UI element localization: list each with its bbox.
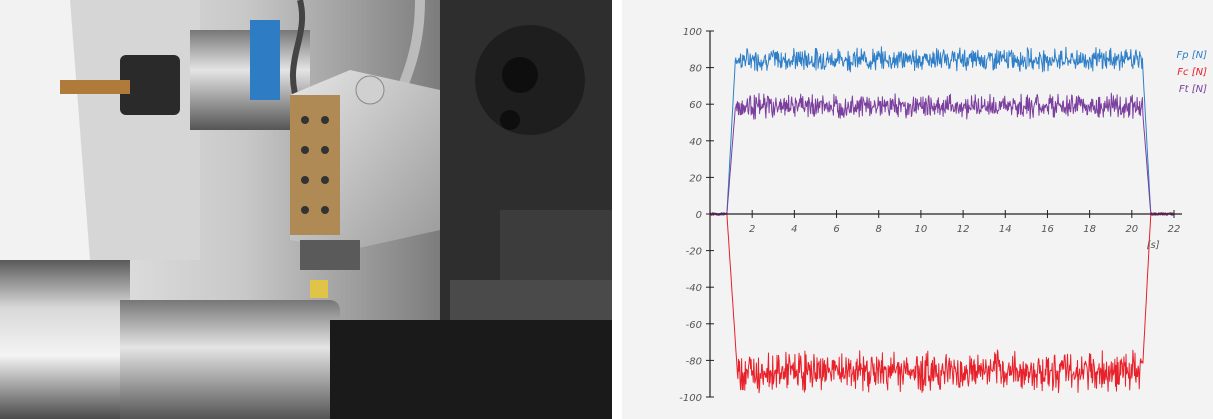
series-line-fc: [709, 212, 1175, 394]
y-tick-label: -40: [686, 283, 702, 294]
x-tick-label: 10: [915, 224, 928, 235]
machine-tool-photo: [0, 0, 612, 419]
legend-entry-fc: Fc [N]: [1177, 67, 1207, 78]
series-line-ft: [709, 92, 1175, 216]
x-tick-label: 12: [957, 224, 970, 235]
force-chart: 100 80 60 40 20 0 -20 -40 -60 -80 -100 2 4 6 8 10 12 14 16…: [679, 27, 1207, 404]
chuck: [0, 260, 130, 419]
x-tick-label: 2: [749, 224, 755, 235]
x-tick-label: 18: [1083, 224, 1096, 235]
tool-mount-plate: [290, 95, 340, 235]
collet-chuck: [120, 55, 180, 115]
y-tick-label: -100: [679, 393, 702, 404]
x-axis-label: [s]: [1147, 240, 1160, 251]
x-tick-label: 14: [999, 224, 1012, 235]
y-tick-label: -20: [686, 247, 702, 258]
series-line-fp: [709, 46, 1175, 216]
y-tick-label: 60: [689, 100, 702, 111]
legend-entry-ft: Ft [N]: [1179, 84, 1207, 95]
y-tick-label: 0: [696, 210, 702, 221]
x-tick-label: 4: [791, 224, 797, 235]
cutting-insert: [310, 280, 328, 298]
y-tick-label: 100: [683, 27, 702, 38]
force-chart-panel: 100 80 60 40 20 0 -20 -40 -60 -80 -100 2 4 6 8 10 12 14 16…: [622, 0, 1213, 419]
legend-entry-fp: Fp [N]: [1176, 50, 1207, 61]
x-tick-label: 6: [833, 224, 839, 235]
x-tick-label: 20: [1125, 224, 1138, 235]
blue-label: [250, 20, 280, 100]
x-tick-label: 8: [876, 224, 882, 235]
y-tick-label: -60: [686, 320, 702, 331]
x-tick-label: 22: [1168, 224, 1181, 235]
y-tick-label: 80: [689, 64, 702, 75]
y-tick-label: 40: [689, 137, 702, 148]
y-tick-label: 20: [689, 173, 702, 184]
workpiece: [170, 300, 340, 419]
x-tick-label: 16: [1041, 224, 1054, 235]
drill-bit: [60, 80, 130, 94]
y-tick-label: -80: [686, 356, 702, 367]
